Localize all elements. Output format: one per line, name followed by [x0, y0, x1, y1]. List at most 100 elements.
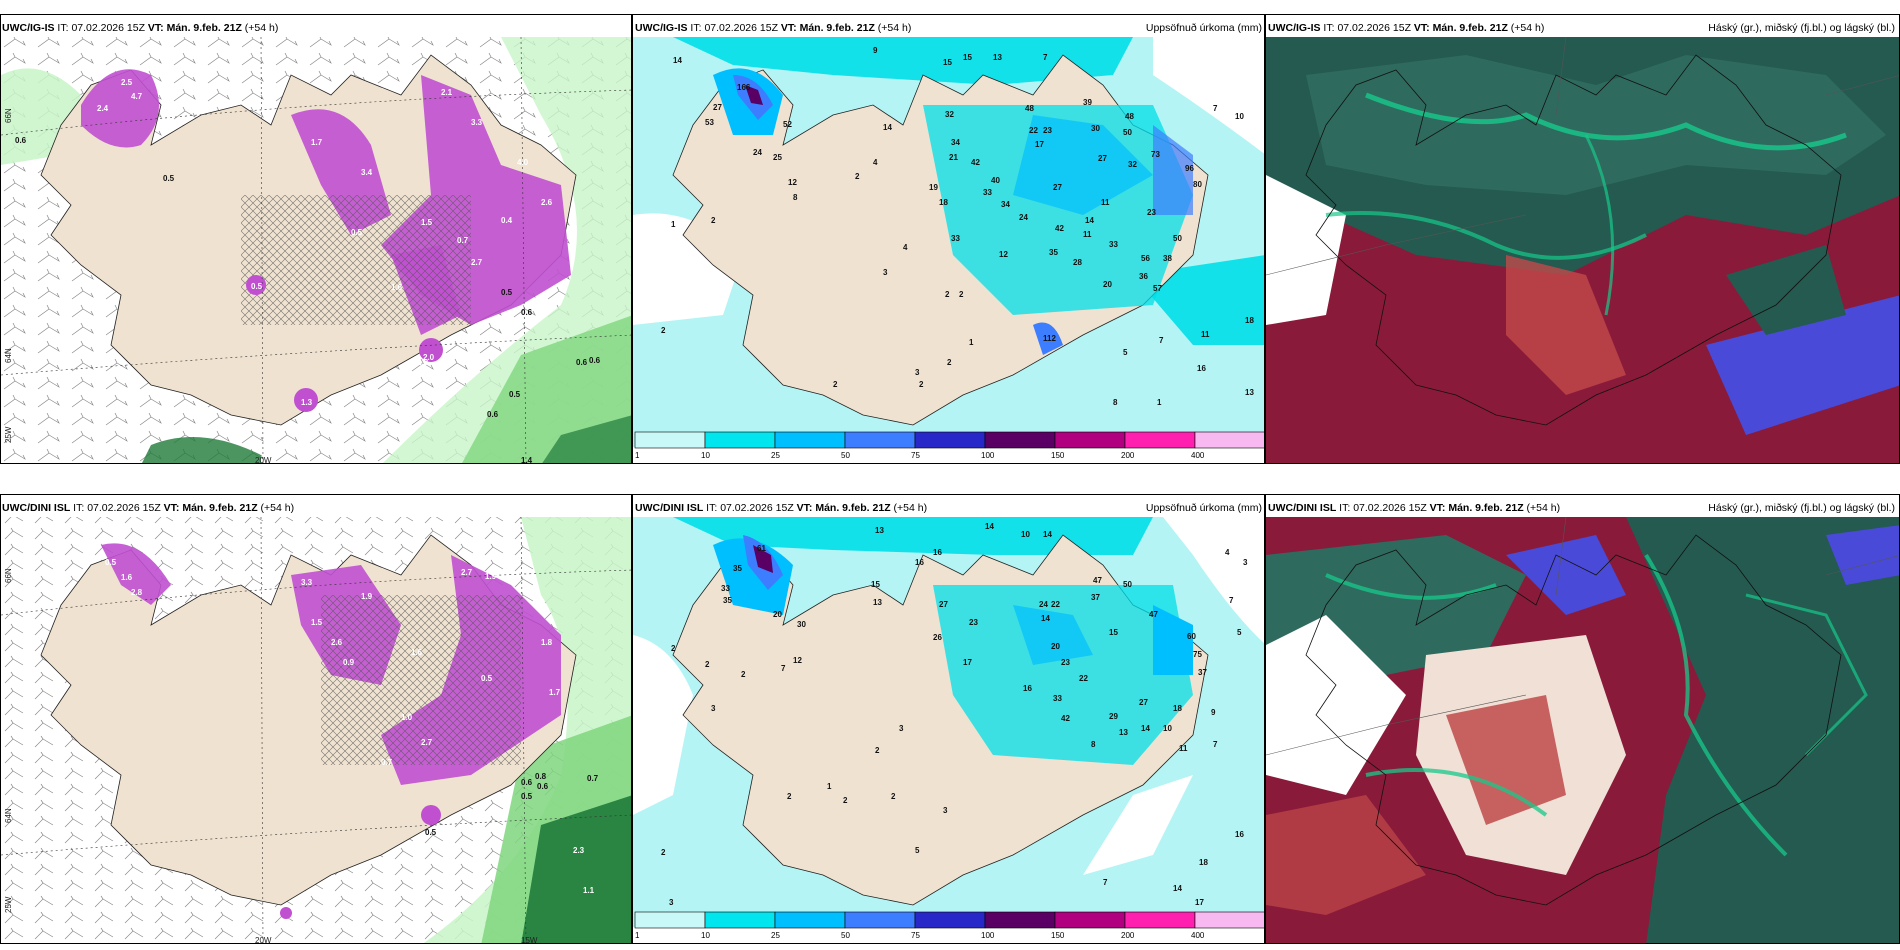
value-label: 2: [741, 670, 746, 679]
value-label: 34: [951, 138, 960, 147]
value-label: 3: [669, 898, 674, 907]
value-label: 1.6: [411, 648, 423, 657]
value-label: 24: [1039, 600, 1048, 609]
panel-bottom-right: UWC/DINI ISL IT: 07.02.2026 15Z VT: Mán.…: [1265, 494, 1900, 944]
value-label: 9: [873, 46, 878, 55]
colorbar: 1 10 25 50 75 100 150 200 400: [634, 431, 1264, 460]
value-label: 0.9: [343, 658, 355, 667]
it-prefix: IT:: [57, 22, 69, 34]
lon-label: 15W: [521, 936, 538, 944]
value-label: 37: [1198, 668, 1207, 677]
colorbar-swatch: [634, 911, 706, 929]
value-label: 0.6: [589, 356, 601, 365]
value-label: 27: [1139, 698, 1148, 707]
value-label: 11: [1179, 744, 1188, 753]
it-value: 07.02.2026 15Z: [87, 502, 161, 514]
value-label: 2.6: [541, 198, 553, 207]
value-label: 2: [959, 290, 964, 299]
value-label: 2.6: [331, 638, 343, 647]
value-label: 34: [1001, 200, 1010, 209]
value-label: 15: [1109, 628, 1118, 637]
value-label: 18: [1245, 316, 1254, 325]
value-label: 14: [1041, 614, 1050, 623]
colorbar-swatch: [1194, 431, 1264, 449]
value-label: 27: [939, 600, 948, 609]
value-label: 0.5: [351, 228, 363, 237]
panel-top-right: UWC/IG-IS IT: 07.02.2026 15Z VT: Mán. 9.…: [1265, 14, 1900, 464]
colorbar-swatch: [704, 911, 776, 929]
colorbar-label: 100: [981, 931, 995, 940]
value-label: 166: [737, 83, 751, 92]
value-label: 2.1: [441, 88, 453, 97]
value-label: 4: [1225, 548, 1230, 557]
value-label: 18: [1173, 704, 1182, 713]
value-label: 35: [723, 596, 732, 605]
value-label: 11: [1201, 330, 1210, 339]
value-labels: 14 9 15 15 13 7 10 7 166 27 53 52 24 25 …: [661, 46, 1254, 407]
value-label: 0.5: [481, 674, 493, 683]
value-label: 0.5: [521, 792, 533, 801]
value-label: 2: [833, 380, 838, 389]
value-label: 0.7: [587, 774, 599, 783]
value-label: 12: [788, 178, 797, 187]
value-label: 0.7: [381, 758, 393, 767]
value-label: 29: [1109, 712, 1118, 721]
value-label: 7: [1229, 596, 1234, 605]
value-label: 17: [963, 658, 972, 667]
value-label: 13: [1119, 728, 1128, 737]
vt-value: Mán. 9.feb. 21Z: [1432, 22, 1508, 34]
value-label: 18: [1199, 858, 1208, 867]
value-label: 30: [797, 620, 806, 629]
value-label: 2: [705, 660, 710, 669]
value-label: 40: [991, 176, 1000, 185]
panel-bottom-left: UWC/DINI ISL IT: 07.02.2026 15Z VT: Mán.…: [0, 494, 632, 944]
value-label: 1.4: [521, 456, 533, 464]
value-label: 73: [1151, 150, 1160, 159]
colorbar-label: 150: [1051, 451, 1065, 460]
value-label: 8: [1113, 398, 1118, 407]
value-label: 33: [721, 584, 730, 593]
value-label: 7: [1213, 740, 1218, 749]
lat-label: 64N: [4, 348, 13, 363]
it-prefix: IT:: [690, 22, 702, 34]
value-label: 3: [915, 368, 920, 377]
colorbar-swatch: [984, 911, 1056, 929]
value-label: 2.0: [423, 353, 435, 362]
value-label: 15: [871, 580, 880, 589]
value-label: 1.3: [301, 398, 313, 407]
value-label: 112: [1043, 334, 1056, 343]
it-prefix: IT:: [1339, 502, 1351, 514]
value-label: 5: [1237, 628, 1242, 637]
value-label: 1.0: [401, 713, 413, 722]
value-label: 3: [899, 724, 904, 733]
value-label: 27: [1053, 183, 1062, 192]
panel-header: UWC/DINI ISL IT: 07.02.2026 15Z VT: Mán.…: [1268, 502, 1560, 514]
value-label: 2.5: [121, 78, 133, 87]
colorbar-swatch: [844, 431, 916, 449]
value-label: 96: [1185, 164, 1194, 173]
lead-time: (+54 h): [1510, 22, 1545, 34]
value-label: 17: [1035, 140, 1044, 149]
value-label: 4: [873, 158, 878, 167]
value-label: 24: [753, 148, 762, 157]
value-label: 15: [943, 58, 952, 67]
value-label: 0.5: [501, 288, 513, 297]
precip-map: 14 9 15 15 13 7 10 7 166 27 53 52 24 25 …: [633, 37, 1264, 460]
value-label: 2: [855, 172, 860, 181]
colorbar-label: 1: [635, 451, 640, 460]
panel-title: Háský (gr.), miðský (fj.bl.) og lágský (…: [1708, 22, 1895, 34]
value-label: 16: [1197, 364, 1206, 373]
value-label: 22: [1079, 674, 1088, 683]
value-label: 0.5: [425, 828, 437, 837]
value-label: 1.6: [391, 283, 403, 292]
value-label: 5: [1123, 348, 1128, 357]
value-label: 1.9: [485, 572, 497, 581]
model-name: UWC/IG-IS: [1268, 22, 1321, 34]
it-value: 07.02.2026 15Z: [1337, 22, 1411, 34]
colorbar-swatch: [1054, 431, 1126, 449]
value-label: 2: [671, 644, 676, 653]
value-label: 1.1: [583, 886, 595, 895]
colorbar-swatch: [774, 911, 846, 929]
value-label: 28: [1073, 258, 1082, 267]
value-label: 56: [1141, 254, 1150, 263]
